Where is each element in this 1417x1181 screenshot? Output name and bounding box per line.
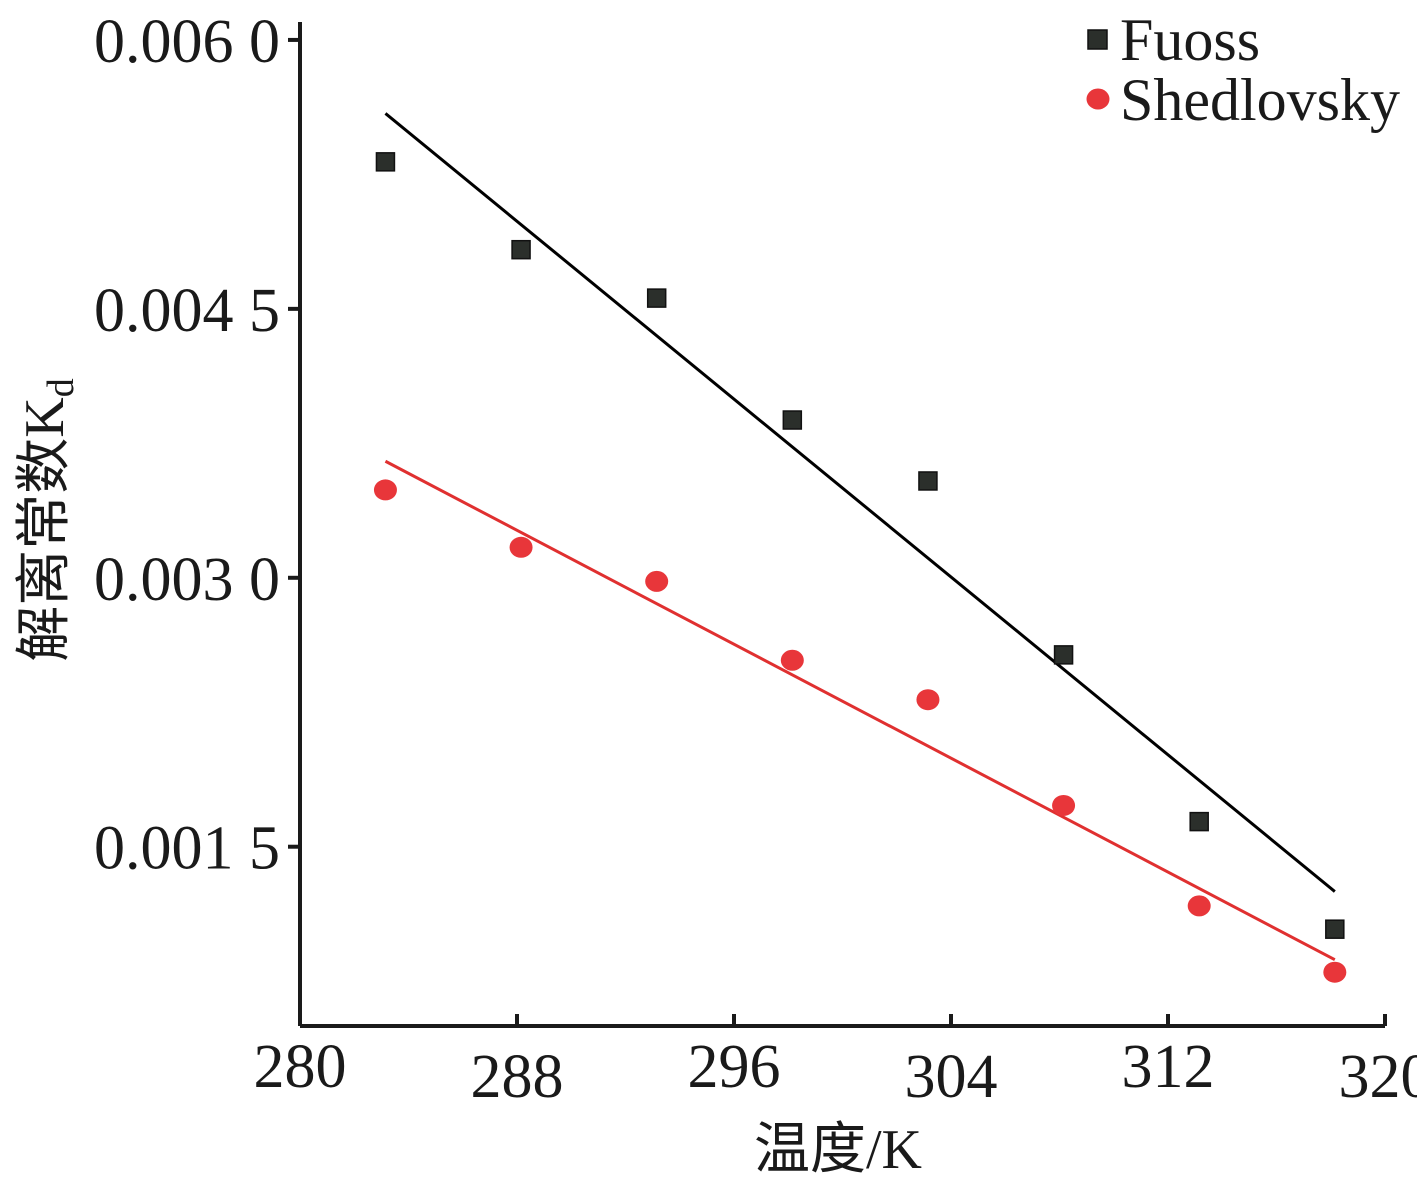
data-point-square (918, 471, 938, 491)
data-point-square (375, 152, 396, 172)
fit-lines (384, 112, 1336, 961)
x-tick-label: 296 (688, 1033, 781, 1101)
data-point-circle (1323, 961, 1347, 983)
fit-line (384, 459, 1336, 961)
data-point-circle (916, 689, 940, 711)
y-tick-label: 0.006 0 (94, 8, 280, 76)
data-point-circle (780, 649, 804, 671)
x-tick-label: 280 (254, 1033, 347, 1101)
legend-marker-circle (1086, 88, 1110, 110)
y-axis-title-main: 解离常数K (14, 397, 76, 661)
data-point-circle (509, 536, 533, 558)
y-ticks: 0.001 5 0.003 0 0.004 5 0.006 0 (94, 8, 300, 883)
data-points (373, 152, 1347, 983)
data-point-square (646, 288, 667, 308)
x-tick-label: 304 (905, 1043, 998, 1111)
data-point-circle (373, 479, 397, 501)
data-point-circle (645, 570, 669, 592)
y-tick-label: 0.004 5 (94, 277, 280, 345)
axes (298, 22, 1385, 1028)
data-point-square (1053, 645, 1074, 665)
data-point-circle (1052, 794, 1076, 816)
x-ticks: 280 288 296 304 312 320 (254, 1014, 1417, 1111)
fit-line (384, 112, 1336, 893)
y-axis-title-subscript: d (40, 378, 82, 397)
x-axis-title: 温度/K (754, 1119, 922, 1181)
data-point-circle (1187, 895, 1211, 917)
x-tick-label: 312 (1122, 1033, 1215, 1101)
data-point-square (511, 239, 531, 260)
data-point-square (1189, 811, 1209, 832)
data-point-square (1325, 919, 1345, 939)
y-axis-title: 解离常数Kd (14, 378, 82, 661)
legend-label: Fuoss (1120, 7, 1260, 73)
x-tick-label: 288 (471, 1043, 564, 1111)
x-tick-label: 320 (1339, 1043, 1417, 1111)
data-point-square (782, 410, 803, 430)
y-tick-label: 0.003 0 (94, 546, 280, 614)
legend-marker-square (1087, 29, 1108, 50)
y-tick-label: 0.001 5 (94, 815, 280, 883)
legend-label: Shedlovsky (1120, 67, 1400, 133)
